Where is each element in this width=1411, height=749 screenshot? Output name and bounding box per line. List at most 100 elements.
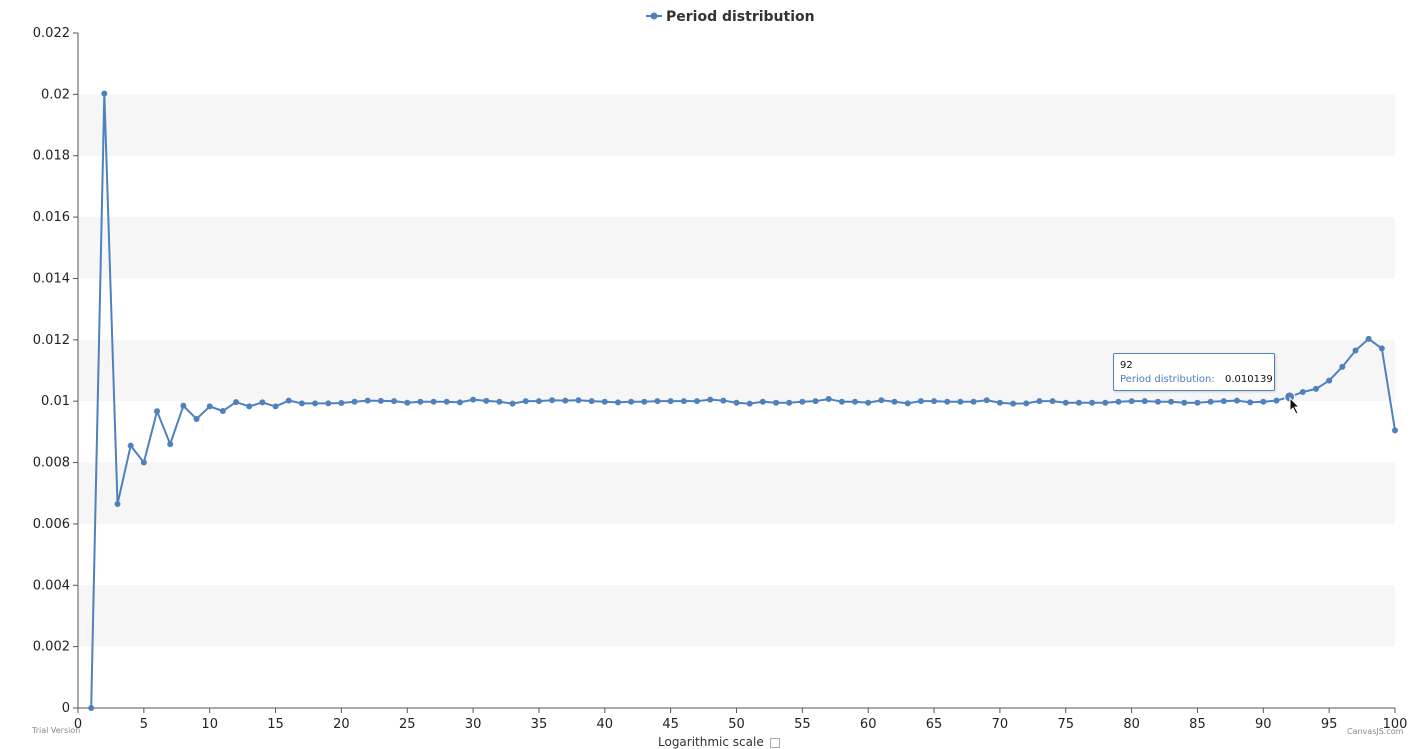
data-point[interactable]	[272, 403, 279, 410]
data-point[interactable]	[1181, 399, 1188, 406]
data-point[interactable]	[1247, 399, 1254, 406]
legend-label[interactable]: Period distribution	[666, 9, 815, 25]
data-point[interactable]	[443, 398, 450, 405]
data-point[interactable]	[957, 398, 964, 405]
data-point[interactable]	[1233, 397, 1240, 404]
data-point[interactable]	[1141, 398, 1148, 405]
data-point[interactable]	[1075, 399, 1082, 406]
data-point[interactable]	[391, 398, 398, 405]
data-point[interactable]	[1102, 399, 1109, 406]
data-point[interactable]	[575, 397, 582, 404]
data-point[interactable]	[430, 398, 437, 405]
log-scale-toggle[interactable]: Logarithmic scale	[658, 735, 780, 749]
data-point[interactable]	[1207, 398, 1214, 405]
data-point[interactable]	[746, 400, 753, 407]
data-point[interactable]	[614, 399, 621, 406]
data-point[interactable]	[483, 397, 490, 404]
data-point[interactable]	[193, 415, 200, 422]
data-point[interactable]	[812, 398, 819, 405]
data-point[interactable]	[759, 398, 766, 405]
data-point[interactable]	[1036, 398, 1043, 405]
data-point[interactable]	[114, 500, 121, 507]
data-point[interactable]	[996, 399, 1003, 406]
data-point[interactable]	[509, 400, 516, 407]
data-point[interactable]	[1049, 398, 1056, 405]
data-point[interactable]	[496, 398, 503, 405]
data-point[interactable]	[654, 398, 661, 405]
data-point[interactable]	[404, 399, 411, 406]
data-point[interactable]	[641, 398, 648, 405]
data-point[interactable]	[562, 397, 569, 404]
data-point[interactable]	[246, 403, 253, 410]
data-point[interactable]	[1273, 397, 1280, 404]
data-point[interactable]	[127, 442, 134, 449]
data-point[interactable]	[180, 402, 187, 409]
data-point[interactable]	[970, 398, 977, 405]
legend[interactable]: Period distribution	[646, 9, 815, 25]
data-point[interactable]	[720, 397, 727, 404]
data-point[interactable]	[601, 398, 608, 405]
data-point[interactable]	[101, 90, 108, 97]
data-point[interactable]	[944, 398, 951, 405]
data-point[interactable]	[1260, 398, 1267, 405]
data-point[interactable]	[733, 399, 740, 406]
data-point[interactable]	[88, 705, 95, 711]
data-point[interactable]	[259, 399, 266, 406]
data-point[interactable]	[1128, 398, 1135, 405]
data-point[interactable]	[838, 398, 845, 405]
data-point[interactable]	[799, 398, 806, 405]
data-point[interactable]	[931, 398, 938, 405]
data-point[interactable]	[298, 400, 305, 407]
data-point[interactable]	[233, 399, 240, 406]
data-point[interactable]	[1299, 388, 1306, 395]
data-point[interactable]	[891, 398, 898, 405]
data-point[interactable]	[338, 400, 345, 407]
data-point[interactable]	[1062, 399, 1069, 406]
data-point[interactable]	[1115, 398, 1122, 405]
data-point[interactable]	[773, 399, 780, 406]
data-point[interactable]	[667, 398, 674, 405]
data-point[interactable]	[140, 459, 147, 466]
data-point[interactable]	[377, 397, 384, 404]
data-point[interactable]	[219, 408, 226, 414]
data-point[interactable]	[852, 398, 859, 405]
data-point[interactable]	[1365, 335, 1372, 342]
data-point[interactable]	[325, 400, 332, 407]
data-point[interactable]	[878, 397, 885, 404]
data-point[interactable]	[588, 398, 595, 405]
data-point[interactable]	[522, 398, 529, 405]
data-point[interactable]	[470, 396, 477, 403]
data-point[interactable]	[680, 398, 687, 405]
data-point[interactable]	[154, 408, 161, 415]
data-point[interactable]	[312, 400, 319, 407]
data-point[interactable]	[351, 398, 358, 405]
data-point[interactable]	[1392, 427, 1398, 434]
data-point[interactable]	[364, 397, 371, 404]
data-point[interactable]	[1154, 398, 1161, 405]
data-point[interactable]	[1089, 399, 1096, 406]
data-point[interactable]	[1220, 398, 1227, 405]
data-point[interactable]	[825, 396, 832, 403]
data-point[interactable]	[1023, 400, 1030, 407]
data-point[interactable]	[167, 441, 174, 448]
data-point[interactable]	[983, 397, 990, 404]
data-point[interactable]	[693, 398, 700, 405]
log-scale-checkbox[interactable]	[769, 737, 780, 748]
data-point[interactable]	[1168, 398, 1175, 405]
credit-link[interactable]: CanvasJS.com	[1347, 727, 1404, 736]
data-point[interactable]	[1352, 347, 1359, 354]
data-point[interactable]	[417, 398, 424, 405]
data-point[interactable]	[628, 398, 635, 405]
data-point[interactable]	[707, 396, 714, 403]
data-point[interactable]	[865, 399, 872, 406]
data-point[interactable]	[1378, 345, 1385, 352]
data-point[interactable]	[1326, 377, 1333, 384]
data-point[interactable]	[206, 403, 213, 410]
data-point[interactable]	[456, 399, 463, 406]
data-point[interactable]	[786, 399, 793, 406]
data-point[interactable]	[1312, 385, 1319, 392]
data-point[interactable]	[535, 398, 542, 405]
data-point[interactable]	[549, 397, 556, 404]
data-point[interactable]	[904, 400, 911, 407]
data-point[interactable]	[1339, 363, 1346, 370]
